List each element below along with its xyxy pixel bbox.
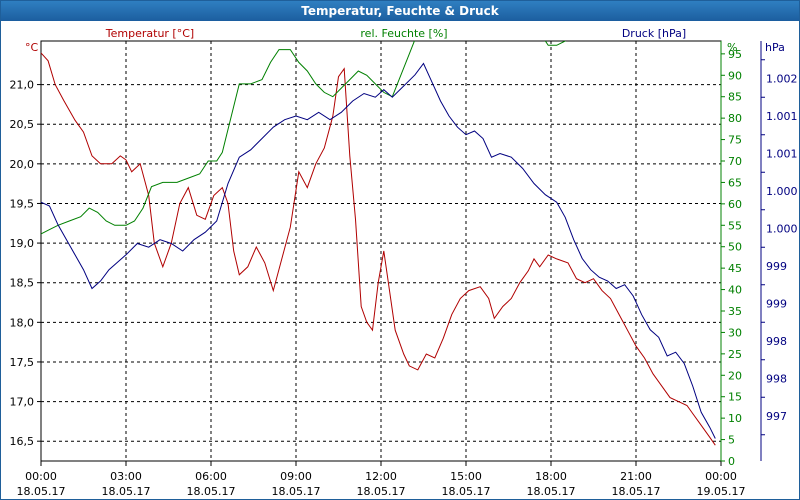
temperature-tick-label: 19,0 xyxy=(10,237,35,250)
x-tick-label-time: 15:00 xyxy=(450,470,482,483)
humidity-axis-label: rel. Feuchte [%] xyxy=(360,27,447,40)
x-tick-label-date: 18.05.17 xyxy=(357,485,406,498)
humidity-unit: % xyxy=(727,41,737,54)
x-tick-label-time: 09:00 xyxy=(280,470,312,483)
temperature-tick-label: 18,0 xyxy=(10,316,35,329)
pressure-tick-label: 998 xyxy=(766,373,787,386)
x-tick-label-date: 19.05.17 xyxy=(697,485,746,498)
x-tick-label-date: 18.05.17 xyxy=(272,485,321,498)
x-tick-label-time: 06:00 xyxy=(195,470,227,483)
pressure-tick-label: 999 xyxy=(766,260,787,273)
x-tick-label-date: 18.05.17 xyxy=(527,485,576,498)
x-tick-label-date: 18.05.17 xyxy=(17,485,66,498)
x-tick-label-date: 18.05.17 xyxy=(442,485,491,498)
humidity-tick-label: 60 xyxy=(728,198,742,211)
humidity-tick-label: 65 xyxy=(728,176,742,189)
x-tick-label-time: 12:00 xyxy=(365,470,397,483)
temperature-tick-label: 18,5 xyxy=(10,277,35,290)
humidity-tick-label: 70 xyxy=(728,155,742,168)
pressure-tick-label: 1.001 xyxy=(766,148,798,161)
temperature-tick-label: 19,5 xyxy=(10,197,35,210)
humidity-tick-label: 95 xyxy=(728,48,742,61)
humidity-tick-label: 25 xyxy=(728,348,742,361)
temperature-tick-label: 21,0 xyxy=(10,79,35,92)
x-tick-label-time: 18:00 xyxy=(535,470,567,483)
series-line-temperature xyxy=(41,52,716,446)
temperature-axis-label: Temperatur [°C] xyxy=(105,27,194,40)
pressure-tick-label: 998 xyxy=(766,335,787,348)
x-tick-label-date: 18.05.17 xyxy=(187,485,236,498)
humidity-tick-label: 75 xyxy=(728,134,742,147)
humidity-tick-label: 5 xyxy=(728,434,735,447)
pressure-unit: hPa xyxy=(765,41,785,54)
pressure-tick-label: 1.001 xyxy=(766,110,798,123)
humidity-tick-label: 30 xyxy=(728,326,742,339)
pressure-tick-label: 1.000 xyxy=(766,223,798,236)
x-tick-label-time: 21:00 xyxy=(620,470,652,483)
humidity-tick-label: 80 xyxy=(728,112,742,125)
humidity-tick-label: 85 xyxy=(728,91,742,104)
series-line-humidity xyxy=(41,41,567,235)
series-line-pressure xyxy=(41,62,716,439)
temperature-tick-label: 16,5 xyxy=(10,435,35,448)
series-lines xyxy=(41,41,716,446)
x-tick-label-date: 18.05.17 xyxy=(102,485,151,498)
humidity-tick-label: 55 xyxy=(728,219,742,232)
temperature-tick-label: 20,5 xyxy=(10,118,35,131)
pressure-tick-label: 999 xyxy=(766,298,787,311)
humidity-tick-label: 10 xyxy=(728,412,742,425)
pressure-tick-label: 997 xyxy=(766,410,787,423)
window-title: Temperatur, Feuchte & Druck xyxy=(1,1,799,21)
x-tick-label-time: 00:00 xyxy=(25,470,57,483)
temperature-tick-label: 17,5 xyxy=(10,356,35,369)
humidity-tick-label: 0 xyxy=(728,455,735,468)
humidity-tick-label: 50 xyxy=(728,241,742,254)
tick-labels: 00:00 18.05.17 03:00 18.05.17 06:00 18.05.17 0… xyxy=(10,48,798,498)
line-chart: 00:00 18.05.17 03:00 18.05.17 06:00 18.05.17 0… xyxy=(10,27,798,498)
humidity-tick-label: 40 xyxy=(728,284,742,297)
x-tick-label-time: 00:00 xyxy=(705,470,737,483)
temperature-unit: °C xyxy=(25,41,39,54)
temperature-tick-label: 20,0 xyxy=(10,158,35,171)
axes xyxy=(37,40,765,466)
x-tick-label-date: 18.05.17 xyxy=(612,485,661,498)
humidity-tick-label: 15 xyxy=(728,391,742,404)
pressure-axis-label: Druck [hPa] xyxy=(622,27,686,40)
pressure-tick-label: 1.000 xyxy=(766,185,798,198)
pressure-tick-label: 1.002 xyxy=(766,73,798,86)
grid xyxy=(41,41,721,461)
humidity-tick-label: 45 xyxy=(728,262,742,275)
humidity-tick-label: 90 xyxy=(728,69,742,82)
x-tick-label-time: 03:00 xyxy=(110,470,142,483)
temperature-tick-label: 17,0 xyxy=(10,396,35,409)
humidity-tick-label: 20 xyxy=(728,369,742,382)
humidity-tick-label: 35 xyxy=(728,305,742,318)
